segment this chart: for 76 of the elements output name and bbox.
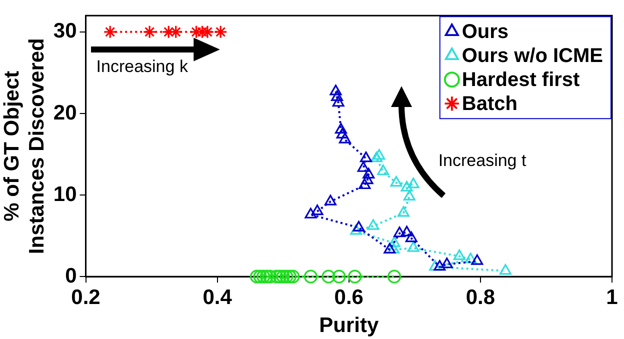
point <box>214 25 228 39</box>
point <box>397 206 410 217</box>
x-tick-label: 0.4 <box>202 286 232 309</box>
point <box>358 178 371 190</box>
legend-label: Ours <box>462 21 509 44</box>
point <box>304 208 317 218</box>
point <box>311 204 324 216</box>
point <box>332 270 346 284</box>
point <box>330 84 342 96</box>
point <box>286 270 300 284</box>
point <box>334 122 347 134</box>
point <box>405 231 418 242</box>
point <box>388 236 400 247</box>
point <box>253 270 267 284</box>
point <box>387 270 402 284</box>
x-tick-label: 0.2 <box>71 286 100 309</box>
legend-label: Ours w/o ICME <box>462 45 603 68</box>
point <box>471 254 484 265</box>
point <box>453 249 466 260</box>
point <box>360 152 372 162</box>
point <box>400 226 413 236</box>
point <box>103 25 117 39</box>
point <box>499 264 512 275</box>
point <box>394 226 406 238</box>
point <box>373 149 386 160</box>
point <box>390 176 402 187</box>
point <box>352 220 365 232</box>
point <box>464 252 477 264</box>
y-axis-title: % of GT Object Instances Discovered <box>0 38 49 254</box>
legend-label: Batch <box>462 93 518 116</box>
point <box>403 190 416 200</box>
point <box>407 241 420 252</box>
point <box>440 258 453 268</box>
point <box>370 152 383 162</box>
point <box>324 194 336 206</box>
x-tick-label: 1 <box>606 286 618 309</box>
point <box>263 270 277 284</box>
point <box>336 128 348 138</box>
y-tick-label: 20 <box>53 101 77 124</box>
x-tick-label: 0.6 <box>334 286 364 309</box>
point <box>348 270 362 284</box>
point <box>142 25 156 39</box>
point <box>361 174 374 184</box>
x-tick-label: 0.8 <box>466 286 496 309</box>
point <box>304 270 318 284</box>
point <box>256 270 270 284</box>
point <box>357 161 370 172</box>
point <box>407 178 420 188</box>
point <box>162 25 176 39</box>
point <box>434 260 446 271</box>
point <box>384 242 396 254</box>
y-tick-label: 0 <box>65 264 77 288</box>
y-tick-label: 30 <box>53 20 77 43</box>
point <box>367 219 380 230</box>
annotation: Increasing t <box>438 151 526 172</box>
point <box>331 90 344 101</box>
point <box>332 96 344 107</box>
y-tick-label: 10 <box>53 182 77 206</box>
point <box>338 132 351 144</box>
point <box>362 168 375 178</box>
point <box>350 224 362 235</box>
annotation: Increasing k <box>96 57 188 78</box>
point <box>400 180 413 192</box>
point <box>282 270 296 284</box>
point <box>280 270 294 284</box>
point <box>429 260 442 271</box>
point <box>195 25 209 39</box>
x-axis-title: Purity <box>319 314 379 338</box>
point <box>169 25 183 39</box>
point <box>260 270 274 284</box>
point <box>322 270 336 284</box>
point <box>377 164 390 176</box>
point <box>388 242 400 254</box>
point <box>273 270 287 284</box>
point <box>250 270 264 284</box>
legend-label: Hardest first <box>462 69 580 92</box>
